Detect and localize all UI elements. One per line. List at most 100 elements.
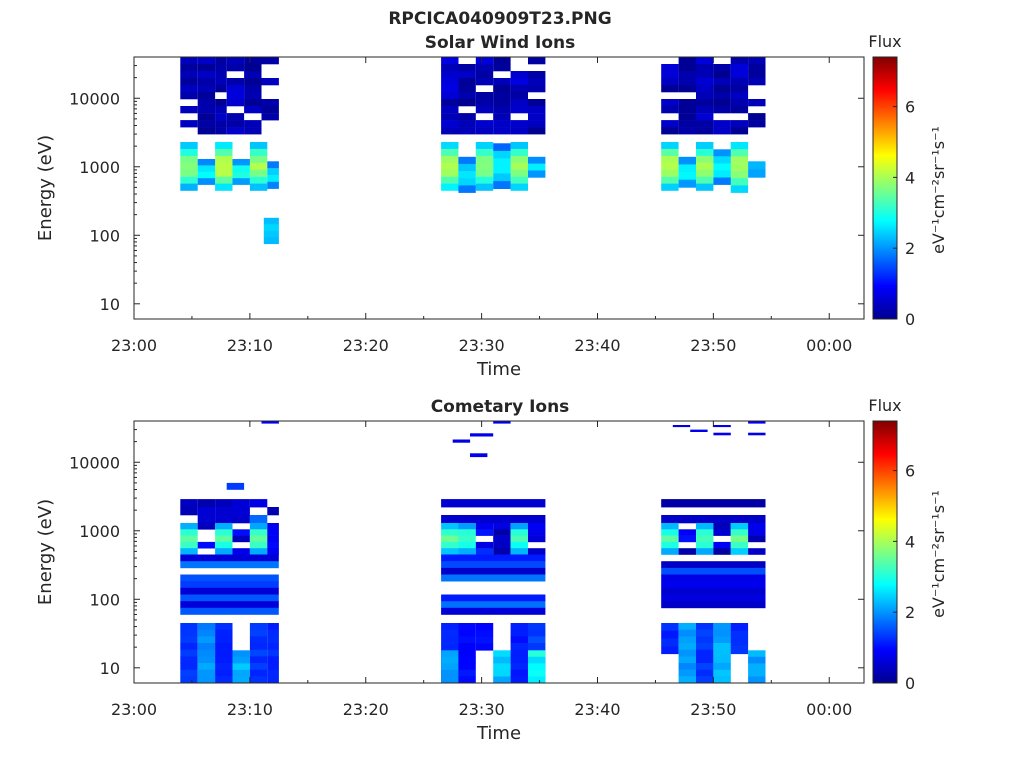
spectrogram-cell [197,649,216,657]
spectrogram-cell [696,127,714,135]
spectrogram-cell [696,636,714,644]
spectrogram-cell [267,168,279,176]
spectrogram-cell [696,183,714,191]
spectrogram-cell [661,594,766,602]
spectrogram-cell [249,669,268,677]
spectrogram-cell [510,148,528,157]
spectrogram-cell [180,57,198,65]
colorbar-tick-label: 0 [905,310,915,329]
spectrogram-cell [458,529,476,536]
spectrogram-cell [458,663,476,670]
spectrogram-cell [470,453,488,458]
spectrogram-cell [244,92,262,100]
spectrogram-cell [661,630,679,639]
spectrogram-cell [713,99,731,107]
spectrogram-cell [267,181,279,189]
spectrogram-cell [197,85,216,93]
spectrogram-cell [493,656,511,664]
colorbar [872,420,898,684]
spectrogram-cell [458,92,476,100]
spectrogram-cell [493,92,511,100]
spectrogram-cell [528,650,546,658]
spectrogram-cell [458,120,476,128]
spectrogram-cell [232,499,250,508]
spectrogram-cell [232,159,250,166]
spectrogram-cell [748,432,766,436]
spectrogram-cell [267,548,279,555]
spectrogram-cell [730,646,749,655]
spectrogram-cell [441,92,459,100]
spectrogram-cell [475,71,494,79]
spectrogram-cell [267,523,279,530]
spectrogram-cell [232,650,250,658]
spectrogram-cell [441,78,459,86]
figure-title: RPCICA040909T23.PNG [388,9,611,29]
spectrogram-cell [748,169,766,178]
spectrogram-cell [232,548,250,555]
spectrogram-cell [180,523,198,530]
spectrogram-cell [510,92,528,100]
spectrogram-cell [661,535,679,543]
spectrogram-cell [696,529,714,536]
x-tick-label: 23:50 [690,700,736,719]
spectrogram-cell [661,148,679,157]
spectrogram-cell [441,643,459,650]
spectrogram-cell [197,676,216,684]
spectrogram-cell [180,669,198,677]
spectrogram-cell [458,629,476,637]
spectrogram-cell [493,669,511,677]
spectrogram-cell [475,92,494,100]
spectrogram-cell [748,656,766,664]
spectrogram-cell [528,170,546,178]
spectrogram-cell [215,155,233,164]
spectrogram-cell [510,169,528,177]
spectrogram-cell [678,623,696,630]
spectrogram-cell [696,523,714,530]
spectrogram-cell [215,99,227,107]
spectrogram-cell [690,429,708,432]
spectrogram-cell [493,650,511,658]
spectrogram-cell [441,574,546,582]
spectrogram-cell [180,601,279,609]
spectrogram-cell [678,529,696,536]
spectrogram-cell [197,643,216,650]
spectrogram-cell [510,623,528,630]
spectrogram-cell [215,113,227,121]
plot-frame [133,420,865,684]
spectrogram-cell [661,523,679,530]
spectrogram-cell [180,594,279,602]
spectrogram-cell [232,663,250,671]
spectrogram-cell [441,183,459,191]
spectrogram-cell [493,158,511,167]
spectrogram-cell [197,507,216,516]
spectrogram-cell [226,99,245,107]
spectrogram-cell [180,148,198,157]
spectrogram-cell [510,155,528,164]
spectrogram-cell [730,185,749,193]
spectrogram-cell [661,106,679,114]
spectrogram-cell [730,638,749,647]
spectrogram-cell [713,92,731,100]
spectrogram-cell [267,541,279,549]
spectrogram-cell [261,99,279,107]
spectrogram-cell [475,529,494,536]
spectrogram-cell [180,574,279,582]
spectrogram-cell [696,57,714,65]
x-tick-label: 23:10 [227,336,273,355]
spectrogram-cell [748,78,766,86]
spectrogram-cell [748,669,766,677]
spectrogram-cell [528,535,546,543]
spectrogram-cell [226,64,245,72]
spectrogram-cell [713,548,731,555]
colorbar-ticks: 0 2 4 6 [893,98,915,329]
spectrogram-cell [458,649,476,657]
spectrogram-cell [197,523,216,530]
spectrogram-cell [197,636,216,644]
axis-ticks: 23:00 23:10 23:20 23:30 23:40 23:50 00:00 10 100… [69,56,864,355]
spectrogram-cell [661,120,679,128]
spectrogram-cell [528,629,546,637]
spectrogram-cell [672,425,691,428]
spectrogram-cell [696,162,714,170]
spectrogram-cell [197,178,216,185]
spectrogram-cell [452,439,471,443]
